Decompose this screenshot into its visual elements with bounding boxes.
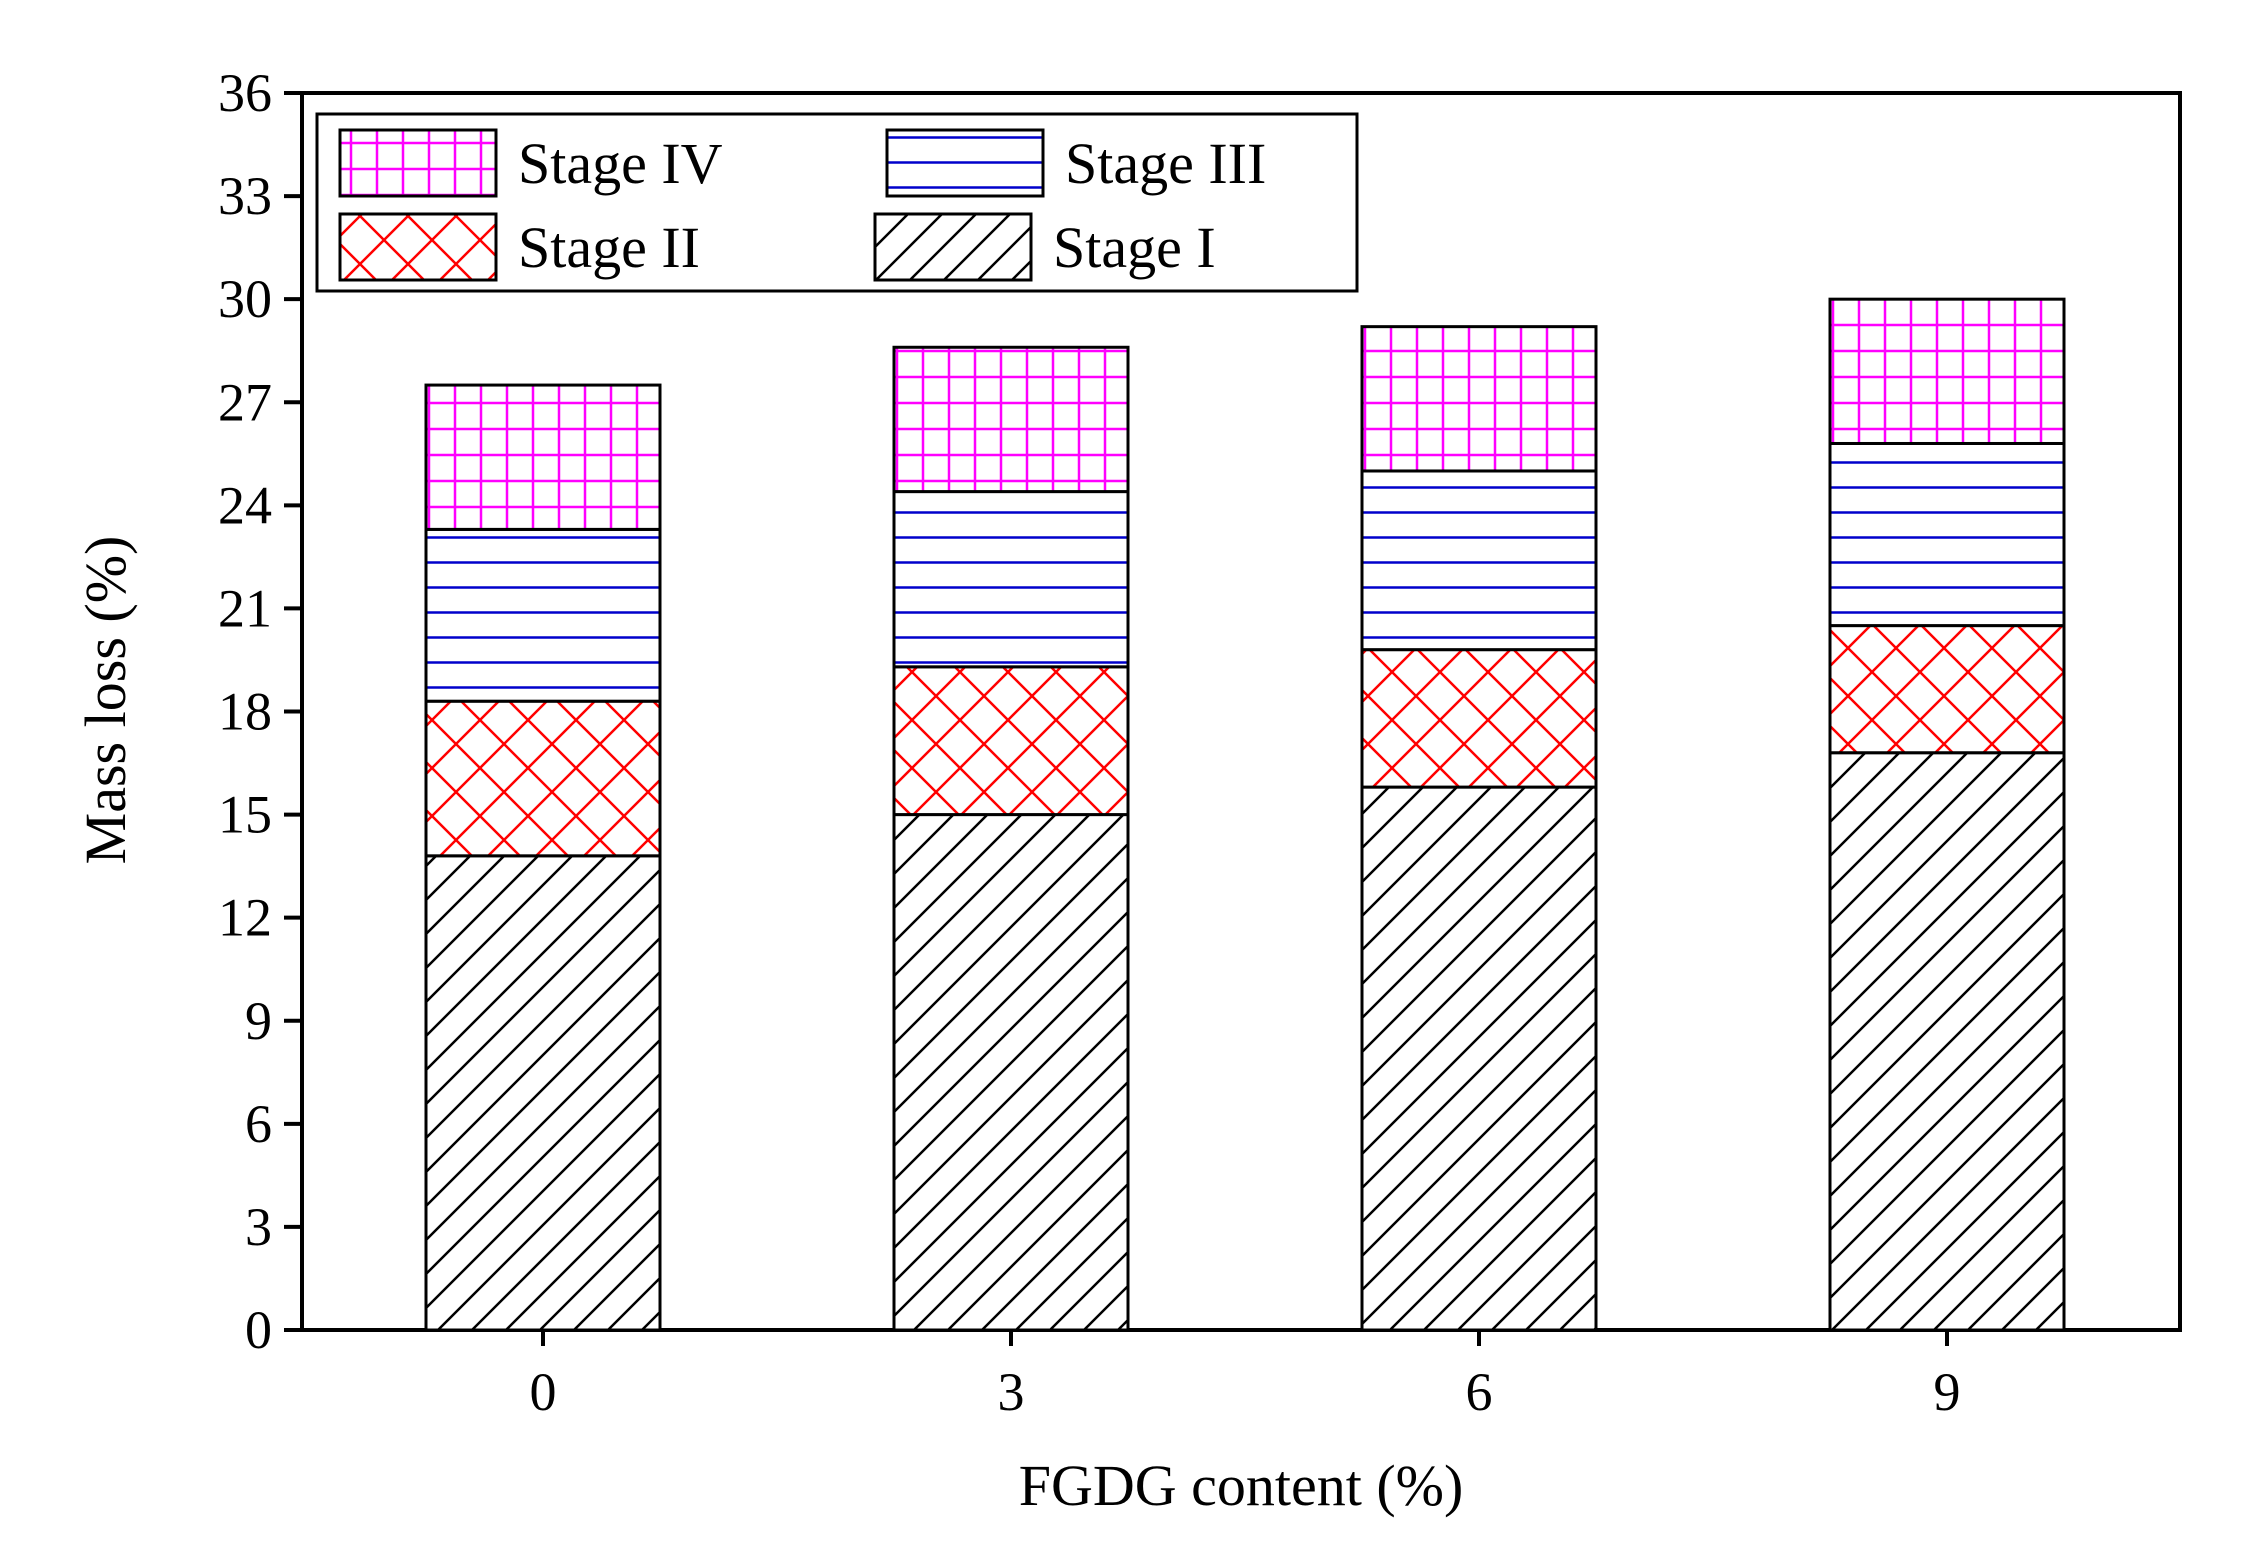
y-tick-label: 3: [245, 1197, 272, 1257]
bar-segment-stage-iii-6: [1360, 469, 1598, 652]
legend-swatch-stage-iii: [885, 128, 1045, 198]
legend: Stage IV Stage III Stage II Stage I: [315, 112, 1359, 293]
bar-segment-stage-iv-3: [892, 345, 1130, 494]
legend-label-stage-i: Stage I: [1053, 215, 1216, 280]
x-tick-label: 6: [1466, 1362, 1493, 1422]
y-tick-label: 9: [245, 991, 272, 1051]
bar-segment-stage-iii-3: [892, 490, 1130, 669]
legend-swatch-stage-ii: [338, 212, 498, 282]
y-tick-label: 27: [218, 372, 272, 432]
x-tick-label: 3: [998, 1362, 1025, 1422]
y-tick-label: 12: [218, 888, 272, 948]
y-tick-label: 18: [218, 682, 272, 742]
legend-label-stage-ii: Stage II: [518, 215, 700, 280]
bar-segment-stage-iv-6: [1360, 325, 1598, 473]
y-tick-label: 36: [218, 63, 272, 123]
bars-group: [424, 297, 2066, 1332]
legend-swatch-stage-iv: [338, 128, 498, 198]
x-axis: 0 3 6 9: [530, 1330, 1961, 1422]
y-tick-label: 15: [218, 785, 272, 845]
bar-segment-stage-ii-0: [424, 699, 662, 858]
bar-segment-stage-iv-9: [1828, 297, 2066, 445]
y-tick-label: 21: [218, 578, 272, 638]
bar-segment-stage-i-9: [1828, 751, 2066, 1332]
bar-segment-stage-ii-3: [892, 665, 1130, 817]
y-tick-label: 24: [218, 475, 272, 535]
x-tick-label: 0: [530, 1362, 557, 1422]
bar-segment-stage-ii-9: [1828, 624, 2066, 755]
y-axis-title: Mass loss (%): [73, 536, 138, 865]
bar-segment-stage-iv-0: [424, 383, 662, 531]
bar-segment-stage-i-6: [1360, 785, 1598, 1332]
y-tick-label: 30: [218, 269, 272, 329]
legend-swatch-stage-i: [873, 212, 1033, 282]
bar-segment-stage-ii-6: [1360, 648, 1598, 789]
y-tick-label: 6: [245, 1094, 272, 1154]
legend-label-stage-iv: Stage IV: [518, 131, 723, 196]
bar-segment-stage-i-0: [424, 854, 662, 1332]
bar-segment-stage-iii-9: [1828, 441, 2066, 628]
x-axis-title: FGDG content (%): [1019, 1453, 1464, 1518]
bar-segment-stage-iii-0: [424, 527, 662, 703]
bar-segment-stage-i-3: [892, 813, 1130, 1332]
x-tick-label: 9: [1934, 1362, 1961, 1422]
legend-label-stage-iii: Stage III: [1065, 131, 1266, 196]
y-tick-label: 0: [245, 1300, 272, 1360]
y-tick-label: 33: [218, 166, 272, 226]
